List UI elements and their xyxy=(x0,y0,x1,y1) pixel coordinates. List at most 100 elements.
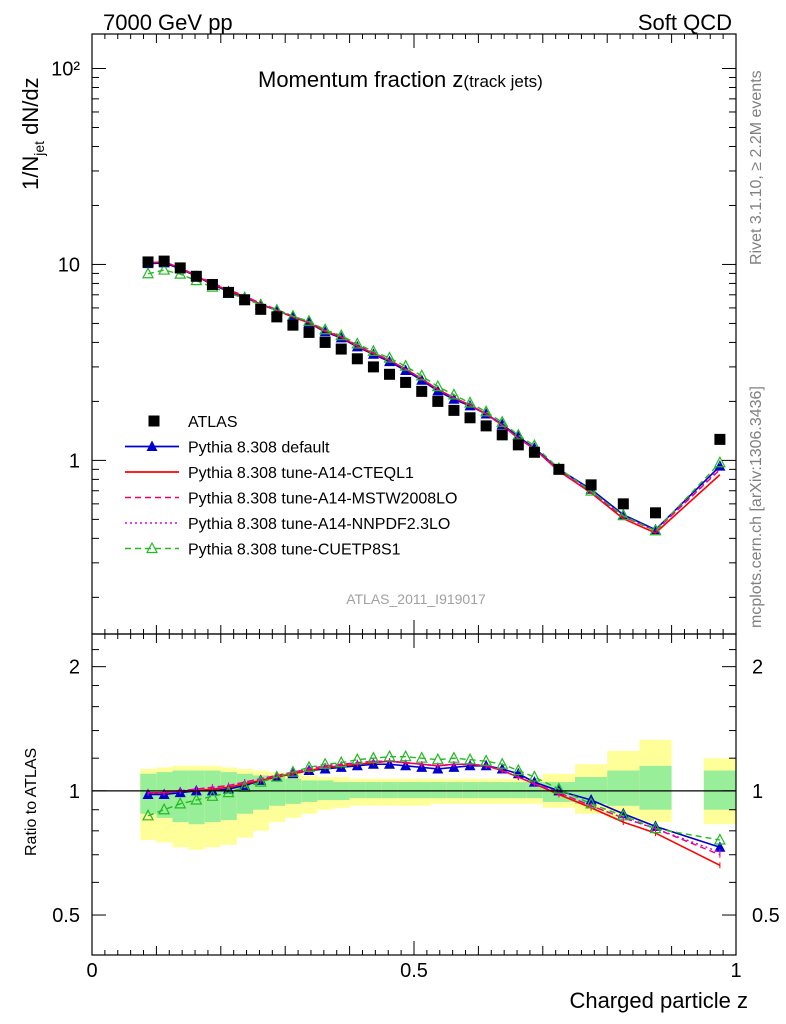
series-5-main-point xyxy=(351,337,364,349)
legend-label: Pythia 8.308 tune-A14-NNPDF2.3LO xyxy=(188,516,450,533)
legend-entry: ATLAS xyxy=(148,414,238,431)
ratio-band-inner xyxy=(365,782,382,799)
series-4-ratio-line xyxy=(148,760,721,853)
main-series-layer xyxy=(142,255,726,536)
atlas-data-point xyxy=(190,270,202,282)
ratio-y-tick-label-right: 0.5 xyxy=(752,905,780,927)
legend-label: Pythia 8.308 tune-A14-CTEQL1 xyxy=(188,465,414,482)
atlas-data-point xyxy=(239,294,251,306)
atlas-data-point xyxy=(416,385,428,397)
atlas-data-point xyxy=(319,336,331,348)
atlas-data-point xyxy=(384,368,396,380)
atlas-data-point xyxy=(714,433,726,445)
series-5-ratio-point xyxy=(270,770,283,782)
main-y-tick-label: 10² xyxy=(51,59,80,81)
ratio-band-inner xyxy=(317,780,334,801)
series-5-ratio-point xyxy=(713,833,726,845)
analysis-id: ATLAS_2011_I919017 xyxy=(346,591,486,607)
atlas-data-point xyxy=(528,446,540,458)
ratio-band-inner xyxy=(430,782,447,799)
atlas-data-point xyxy=(496,429,508,441)
main-y-axis-label-rest: dN/dz xyxy=(18,77,43,141)
series-5-main-point xyxy=(496,415,509,427)
series-5-ratio-point xyxy=(399,749,412,762)
series-5-ratio-point xyxy=(552,782,565,794)
ratio-series-layer xyxy=(142,749,726,869)
x-tick-label: 1 xyxy=(730,960,741,982)
series-5-main-point xyxy=(383,351,396,363)
series-2-ratio-line xyxy=(148,760,721,866)
atlas-data-point xyxy=(400,376,412,388)
legend-entry: Pythia 8.308 tune-A14-MSTW2008LO xyxy=(125,491,457,508)
main-title-text: Momentum fraction z xyxy=(258,67,463,92)
atlas-data-point xyxy=(223,286,235,298)
series-5-ratio-point xyxy=(335,755,348,768)
atlas-data-point xyxy=(512,439,524,451)
ratio-uncertainty-bands xyxy=(140,739,736,850)
atlas-data-point xyxy=(142,256,154,268)
main-y-axis-label-sub: jet xyxy=(31,141,47,157)
series-5-main-point xyxy=(319,322,332,335)
series-5-ratio-point xyxy=(174,797,187,809)
legend: ATLAS Pythia 8.308 default Pythia 8.308 tu… xyxy=(125,414,457,559)
series-5-main-point xyxy=(335,328,348,341)
atlas-data-point xyxy=(174,262,186,274)
ratio-band-inner xyxy=(349,782,366,799)
series-5-ratio-point xyxy=(222,785,235,798)
series-5-ratio-point xyxy=(367,751,380,763)
series-5-ratio-point xyxy=(142,809,155,821)
series-5-main-point xyxy=(464,396,477,408)
series-5-main-point xyxy=(649,523,662,536)
main-y-axis-label: 1/Njet dN/dz xyxy=(18,77,47,190)
ratio-band-inner xyxy=(478,782,495,799)
ratio-band-inner xyxy=(510,782,527,799)
series-5-ratio-point xyxy=(447,751,460,763)
x-axis-label: Charged particle z xyxy=(569,988,748,1013)
series-5-ratio-point xyxy=(254,775,267,787)
ratio-band-inner xyxy=(446,782,463,799)
ratio-band-inner xyxy=(188,770,205,825)
series-5-main-point xyxy=(303,314,316,326)
ratio-y-tick-label: 1 xyxy=(69,781,80,803)
atlas-data-point xyxy=(255,303,267,315)
rivet-version-label: Rivet 3.1.10, ≥ 2.2M events xyxy=(748,70,765,265)
ratio-y-tick-label-right: 2 xyxy=(752,657,763,679)
series-5-main-point xyxy=(367,344,380,356)
series-5-ratio-point xyxy=(496,757,509,769)
series-5-ratio-point xyxy=(464,752,477,765)
ratio-y-tick-label: 2 xyxy=(69,657,80,679)
atlas-data-point xyxy=(585,479,597,491)
series-5-ratio-point xyxy=(617,809,630,821)
series-5-ratio-point xyxy=(585,797,598,809)
ratio-band-inner xyxy=(703,770,736,810)
atlas-data-point xyxy=(480,420,492,432)
header-category: Soft QCD xyxy=(638,10,732,35)
legend-label: Pythia 8.308 tune-A14-MSTW2008LO xyxy=(188,491,457,508)
atlas-data-point xyxy=(650,507,661,519)
atlas-data-point xyxy=(287,319,299,331)
series-5-ratio-point xyxy=(286,765,299,777)
series-5-main-point xyxy=(431,379,444,392)
x-tick-label: 0.5 xyxy=(400,960,428,982)
atlas-data-point xyxy=(367,361,379,373)
atlas-data-point xyxy=(464,412,476,424)
legend-entry: Pythia 8.308 default xyxy=(125,440,330,457)
atlas-data-point xyxy=(158,255,170,267)
legend-entry: Pythia 8.308 tune-A14-CTEQL1 xyxy=(125,465,414,482)
ratio-y-tick-label: 0.5 xyxy=(52,905,80,927)
ratio-y-tick-label-right: 1 xyxy=(752,781,763,803)
main-title: Momentum fraction z(track jets) xyxy=(258,67,543,92)
legend-entry: Pythia 8.308 tune-A14-NNPDF2.3LO xyxy=(125,516,450,533)
series-5-main-point xyxy=(415,369,428,381)
header-energy: 7000 GeV pp xyxy=(103,10,233,35)
x-tick-label: 0 xyxy=(86,960,97,982)
series-5-ratio-point xyxy=(649,821,662,834)
series-5-main-point xyxy=(142,266,155,279)
atlas-data-point xyxy=(448,404,460,416)
series-5-ratio-point xyxy=(415,751,428,763)
series-5-main-point xyxy=(480,405,493,417)
main-y-tick-label: 1 xyxy=(69,450,80,472)
series-5-main-point xyxy=(617,508,630,521)
atlas-data-point xyxy=(271,311,283,323)
ratio-band-inner xyxy=(607,770,640,806)
